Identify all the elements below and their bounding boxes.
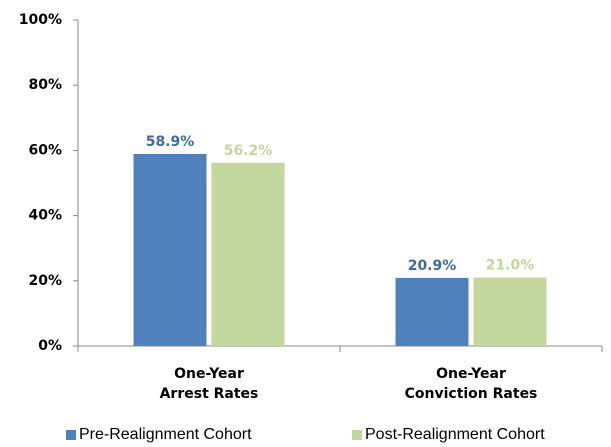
legend-swatch [352, 430, 362, 440]
bar [473, 277, 547, 346]
y-tick-label: 20% [28, 273, 62, 289]
value-label: 21.0% [486, 258, 535, 274]
legend-swatch [66, 430, 76, 440]
bar [133, 153, 207, 346]
y-tick-label: 40% [28, 208, 62, 224]
bar [395, 277, 469, 346]
value-label: 58.9% [146, 134, 195, 150]
y-tick-label: 60% [28, 142, 62, 158]
bar [211, 162, 285, 346]
value-label: 56.2% [224, 143, 273, 159]
y-tick-label: 80% [28, 77, 62, 93]
y-tick-label: 0% [38, 338, 62, 354]
value-label: 20.9% [408, 258, 457, 274]
x-tick-label: One-Year Arrest Rates [159, 366, 259, 402]
x-tick-label: One-Year Conviction Rates [404, 366, 538, 402]
y-tick-label: 100% [19, 12, 62, 28]
legend-label: Pre-Realignment Cohort [79, 426, 252, 443]
legend-label: Post-Realignment Cohort [365, 426, 545, 443]
